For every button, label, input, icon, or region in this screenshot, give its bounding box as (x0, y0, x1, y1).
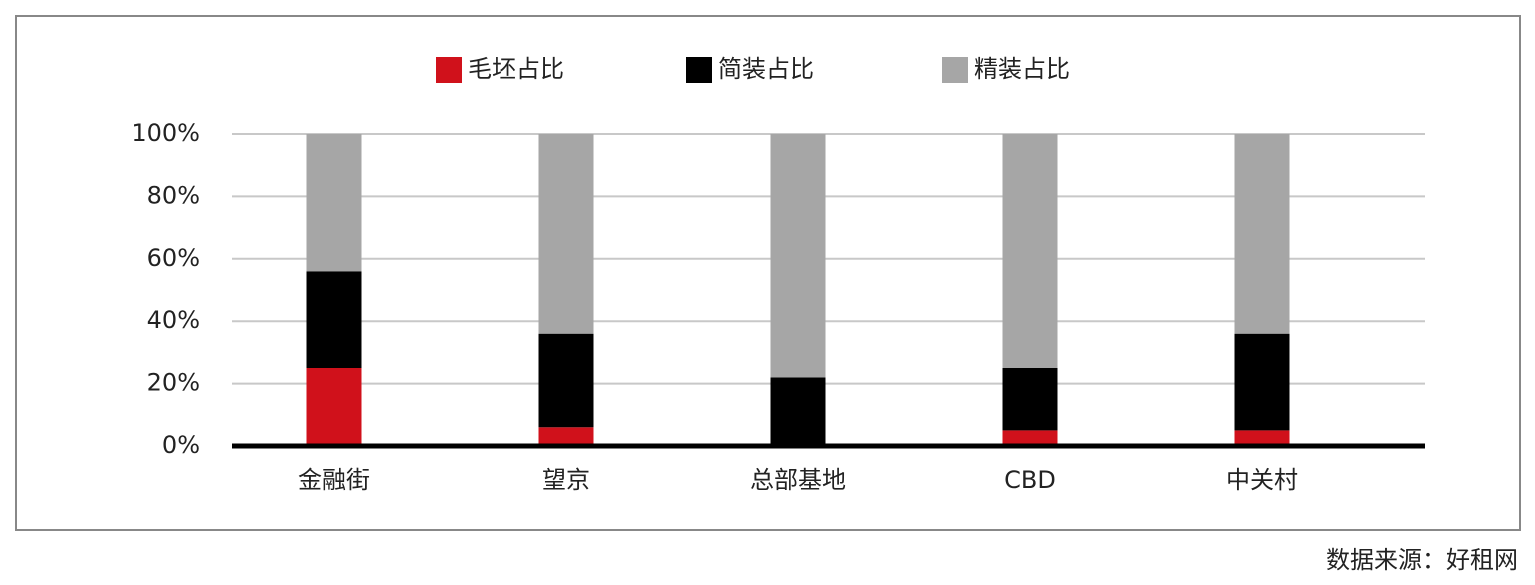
y-tick-label: 40% (147, 306, 200, 334)
source-note: 数据来源：好租网 (1326, 546, 1518, 574)
bar-segment (306, 368, 362, 446)
bar-segment (1002, 368, 1058, 431)
bar-segment (1234, 430, 1290, 446)
bar-segment (538, 427, 594, 446)
bar-segment (1002, 430, 1058, 446)
bar-segment (770, 377, 826, 446)
y-tick-label: 100% (131, 119, 200, 147)
x-tick-label: 总部基地 (750, 466, 846, 494)
bar-segment (1234, 134, 1290, 334)
legend-swatch (942, 57, 968, 83)
x-tick-label: CBD (1004, 466, 1056, 494)
bar-segment (1234, 333, 1290, 431)
legend-label: 精装占比 (974, 55, 1070, 83)
bar-segment (770, 134, 826, 378)
legend-swatch (436, 57, 462, 83)
x-tick-label: 中关村 (1226, 466, 1298, 494)
y-tick-label: 60% (147, 244, 200, 272)
x-tick-label: 望京 (542, 466, 590, 494)
x-tick-label: 金融街 (298, 466, 370, 494)
legend-label: 毛坯占比 (468, 55, 564, 83)
bar-segment (538, 134, 594, 334)
legend-label: 简装占比 (718, 55, 814, 83)
y-tick-label: 0% (162, 431, 200, 459)
bar-segment (306, 134, 362, 272)
y-tick-label: 20% (147, 369, 200, 397)
bar-segment (1002, 134, 1058, 368)
legend-swatch (686, 57, 712, 83)
chart-frame (15, 15, 1521, 531)
y-tick-label: 80% (147, 181, 200, 209)
bar-segment (538, 333, 594, 428)
bar-segment (306, 271, 362, 368)
